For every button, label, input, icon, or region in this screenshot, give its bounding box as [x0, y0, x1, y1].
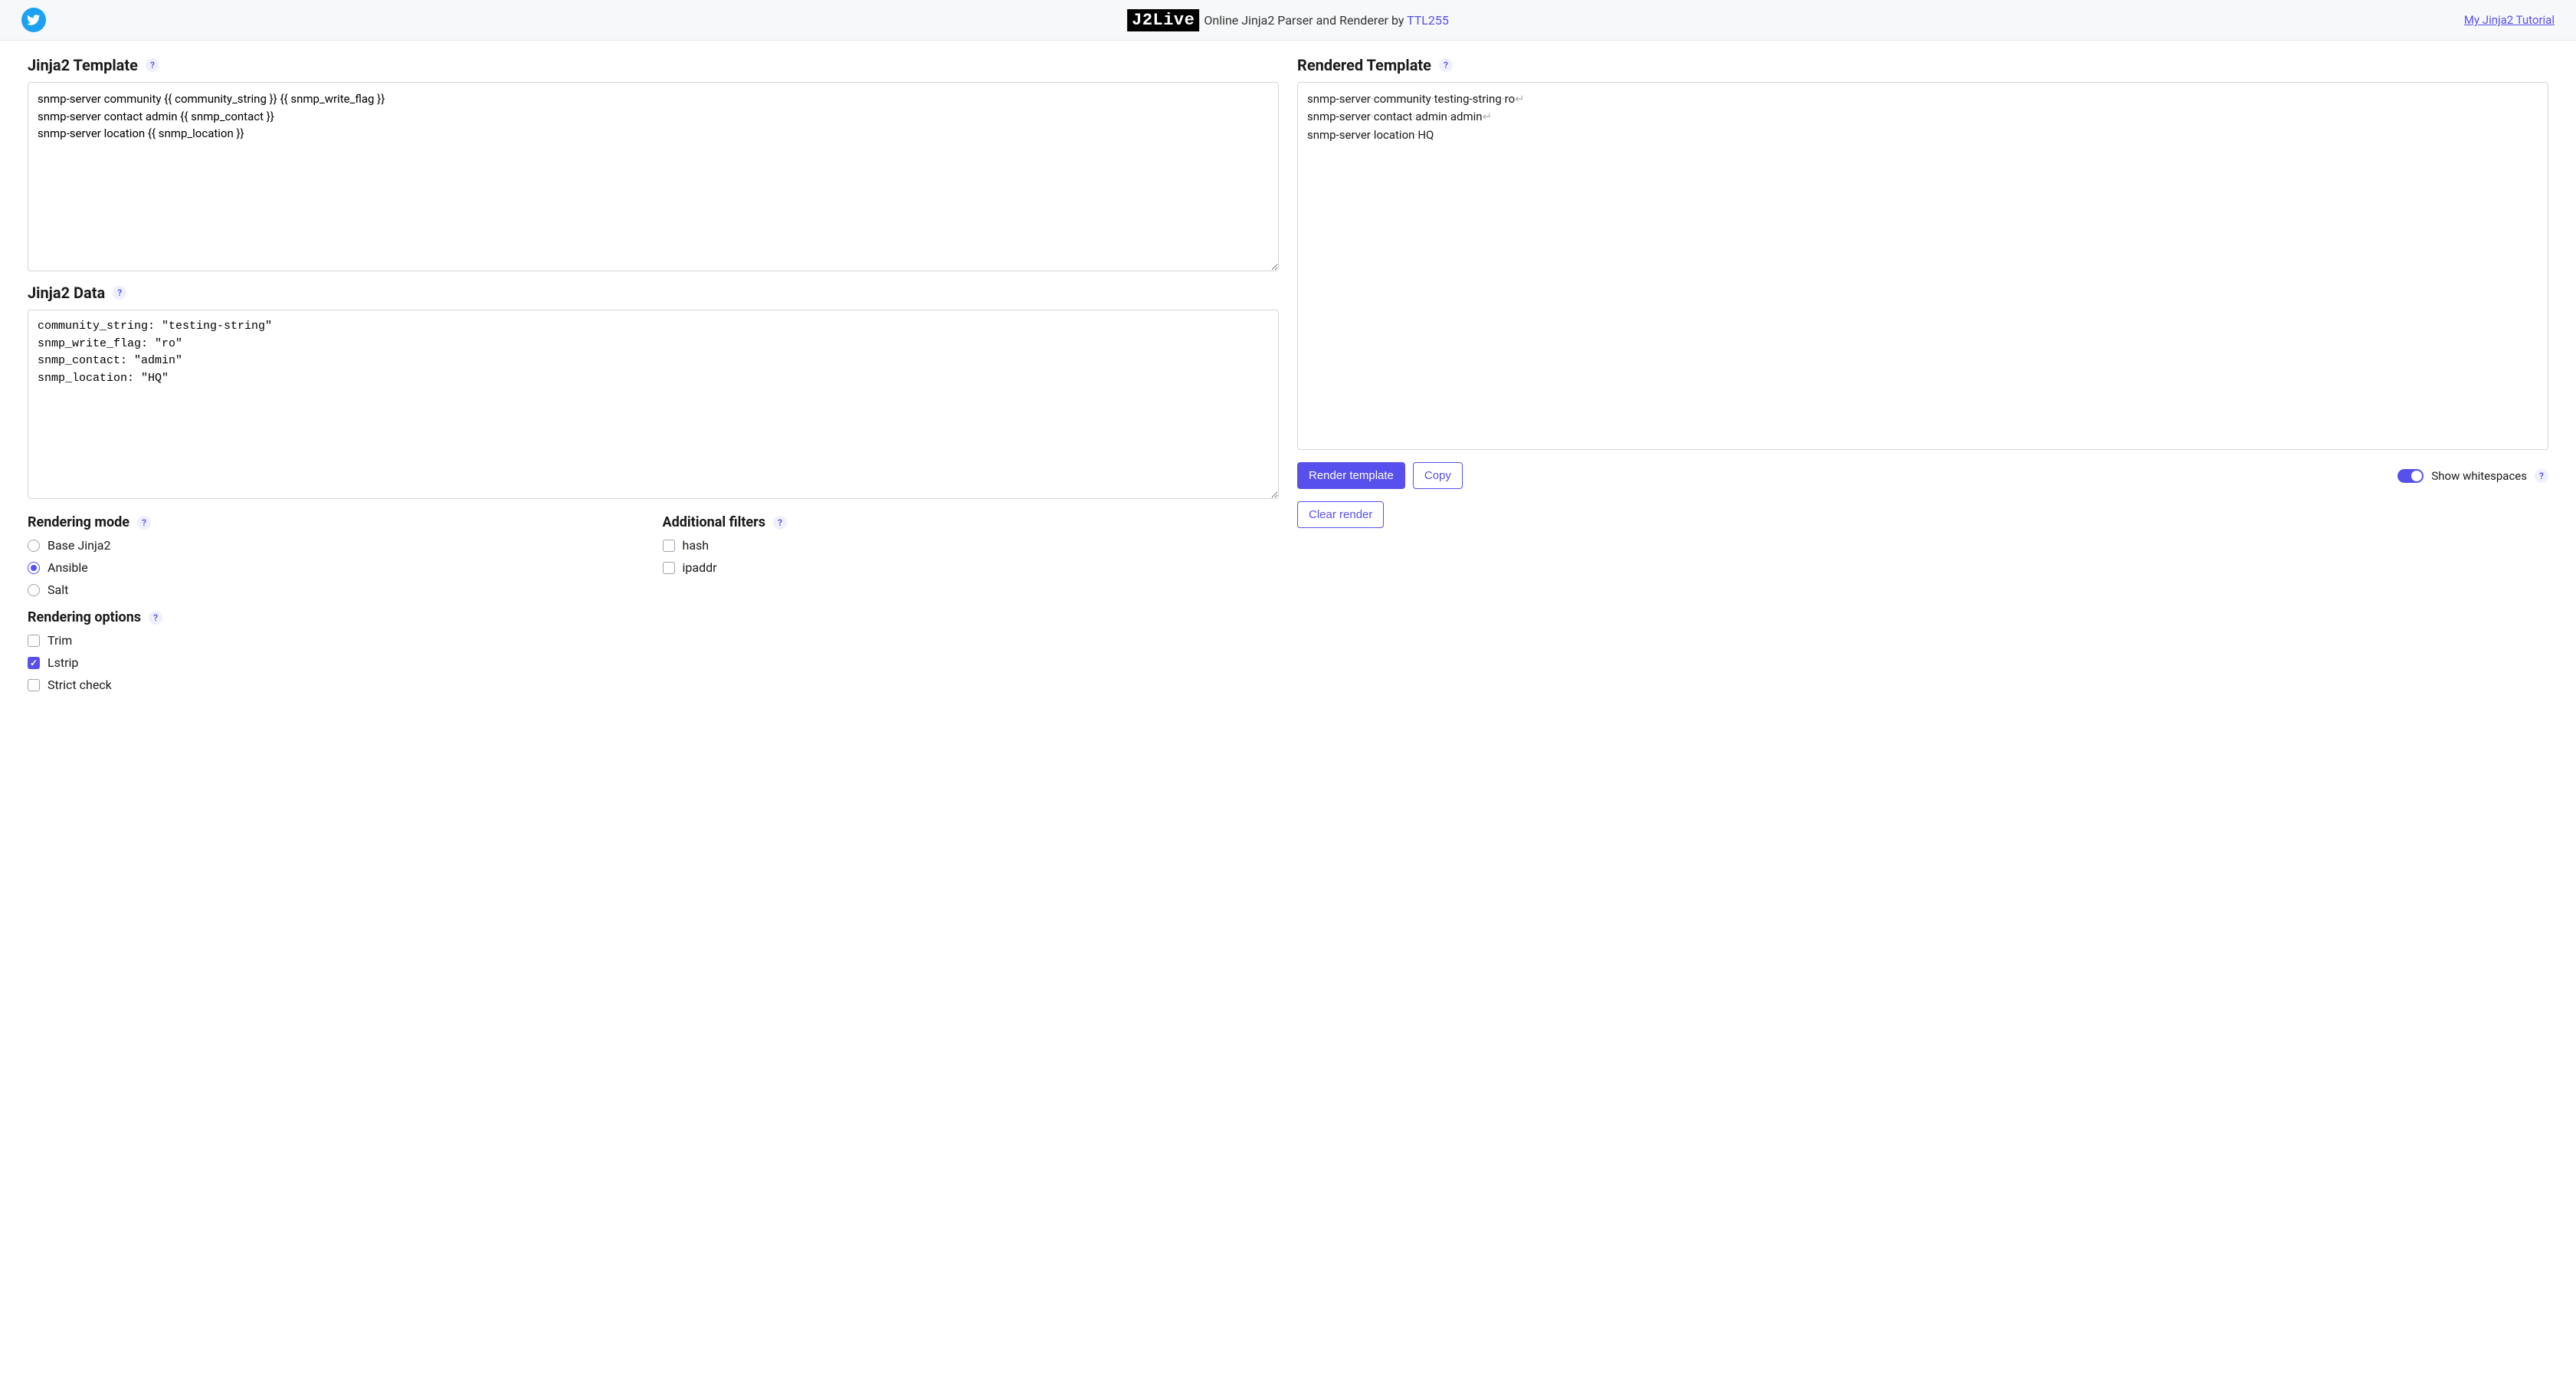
rendering-option[interactable]: Strict check	[28, 678, 644, 692]
additional-filters-title-text: Additional filters	[663, 514, 766, 530]
data-title-text: Jinja2 Data	[28, 284, 105, 302]
option-label: Salt	[48, 582, 68, 597]
rendering-mode-option[interactable]: Salt	[28, 582, 644, 597]
help-icon[interactable]: ?	[113, 286, 126, 300]
help-icon[interactable]: ?	[2535, 469, 2548, 483]
template-input[interactable]	[28, 82, 1279, 271]
help-icon[interactable]: ?	[1439, 58, 1453, 72]
tagline-link[interactable]: TTL255	[1407, 13, 1449, 28]
checkbox-icon[interactable]	[663, 562, 675, 574]
radio-icon[interactable]	[28, 584, 40, 596]
option-label: Ansible	[48, 560, 88, 575]
radio-icon[interactable]	[28, 540, 40, 552]
additional-filters-title: Additional filters ?	[663, 514, 1280, 530]
checkbox-icon[interactable]	[28, 657, 40, 669]
template-section-title: Jinja2 Template ?	[28, 56, 1279, 74]
rendered-output: snmp-server·community·testing-string·ro↵…	[1297, 82, 2548, 450]
rendering-option[interactable]: Trim	[28, 633, 644, 648]
rendering-options-title-text: Rendering options	[28, 609, 141, 625]
option-label: Trim	[48, 633, 72, 648]
show-whitespaces-label: Show whitespaces	[2431, 469, 2527, 483]
rendering-mode-title: Rendering mode ?	[28, 514, 644, 530]
checkbox-icon[interactable]	[28, 679, 40, 691]
logo: J2Live	[1127, 9, 1199, 31]
render-button[interactable]: Render template	[1297, 462, 1405, 489]
filter-option[interactable]: hash	[663, 538, 1280, 553]
rendered-title-text: Rendered Template	[1297, 56, 1431, 74]
header-bar: J2Live Online Jinja2 Parser and Renderer…	[0, 0, 2576, 41]
show-whitespaces-toggle[interactable]	[2397, 469, 2424, 483]
data-input[interactable]	[28, 310, 1279, 499]
option-label: Base Jinja2	[48, 538, 110, 553]
rendering-option[interactable]: Lstrip	[28, 655, 644, 670]
rendering-options-title: Rendering options ?	[28, 609, 644, 625]
rendered-section-title: Rendered Template ?	[1297, 56, 2548, 74]
filter-option[interactable]: ipaddr	[663, 560, 1280, 575]
help-icon[interactable]: ?	[137, 516, 151, 530]
option-label: Strict check	[48, 678, 112, 692]
help-icon[interactable]: ?	[146, 58, 159, 72]
twitter-icon[interactable]	[21, 8, 46, 32]
option-label: ipaddr	[683, 560, 717, 575]
copy-button[interactable]: Copy	[1413, 462, 1463, 489]
header-center: J2Live Online Jinja2 Parser and Renderer…	[1127, 9, 1449, 31]
rendering-mode-option[interactable]: Ansible	[28, 560, 644, 575]
option-label: hash	[683, 538, 710, 553]
tagline-text: Online Jinja2 Parser and Renderer by	[1204, 13, 1407, 28]
tagline: Online Jinja2 Parser and Renderer by TTL…	[1204, 13, 1449, 28]
help-icon[interactable]: ?	[773, 516, 787, 530]
checkbox-icon[interactable]	[28, 635, 40, 647]
tutorial-link[interactable]: My Jinja2 Tutorial	[2464, 13, 2555, 27]
rendering-mode-option[interactable]: Base Jinja2	[28, 538, 644, 553]
template-title-text: Jinja2 Template	[28, 56, 138, 74]
checkbox-icon[interactable]	[663, 540, 675, 552]
help-icon[interactable]: ?	[149, 611, 162, 625]
radio-icon[interactable]	[28, 562, 40, 574]
rendering-mode-title-text: Rendering mode	[28, 514, 129, 530]
option-label: Lstrip	[48, 655, 78, 670]
clear-render-button[interactable]: Clear render	[1297, 501, 1384, 528]
data-section-title: Jinja2 Data ?	[28, 284, 1279, 302]
